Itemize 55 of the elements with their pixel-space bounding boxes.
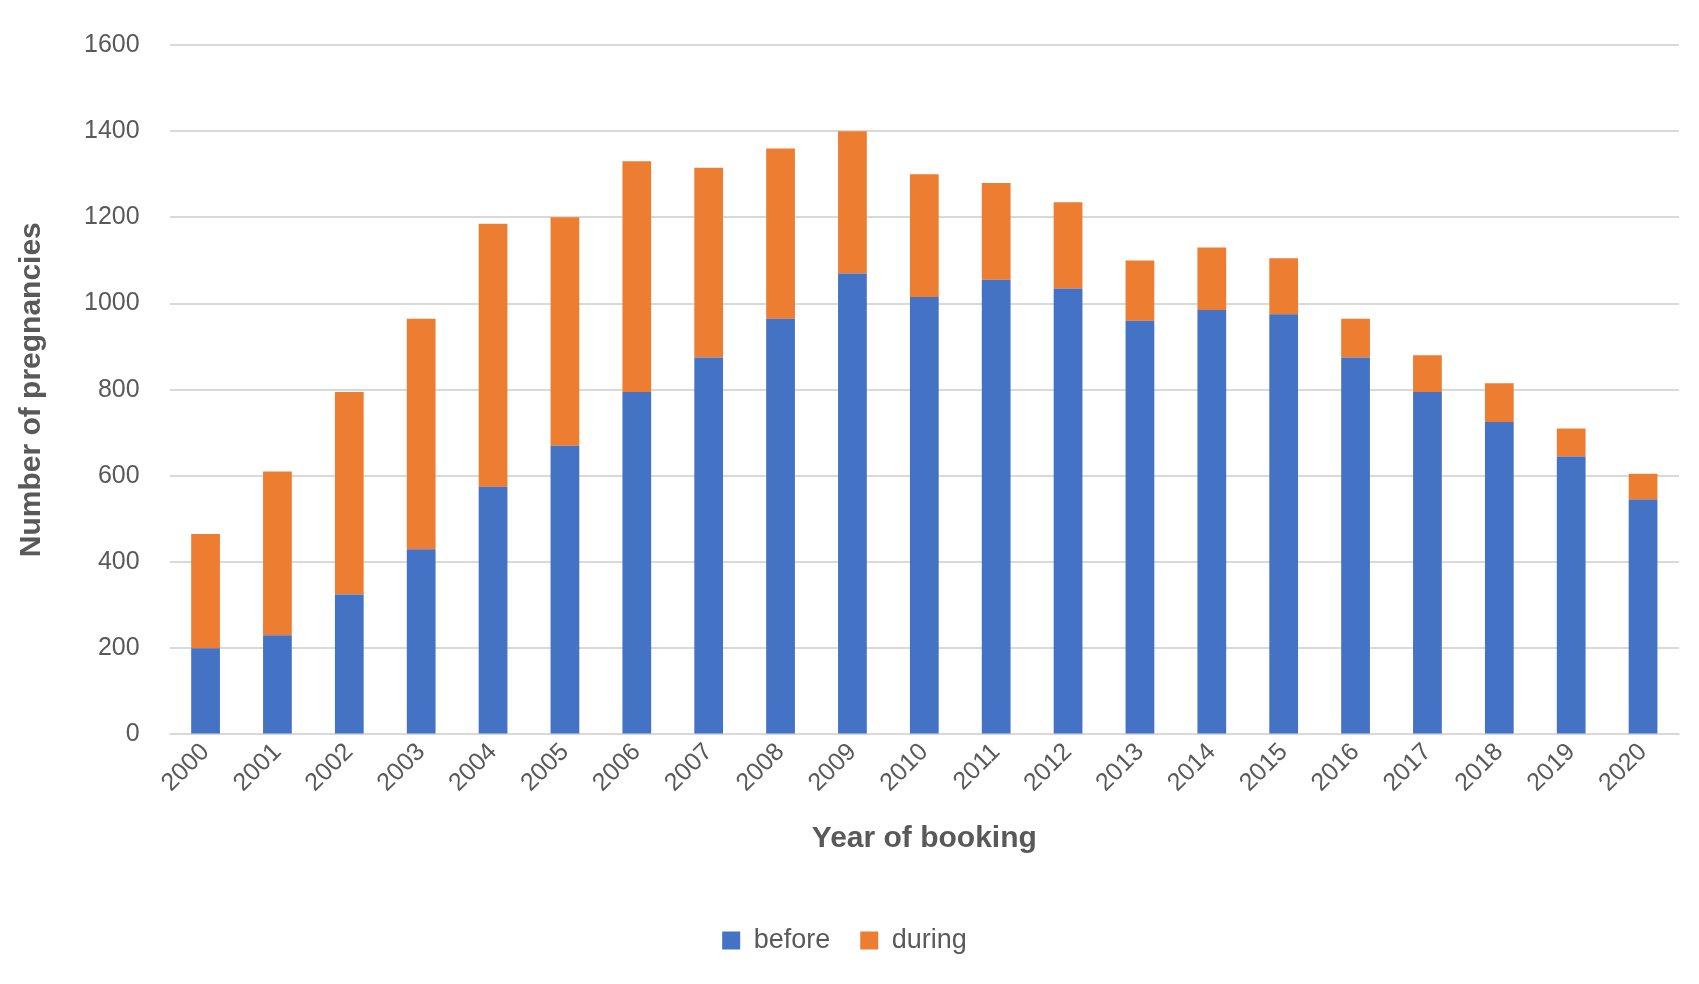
bar [478, 486, 508, 734]
bar [1053, 202, 1083, 289]
bar [838, 131, 867, 274]
bar [191, 534, 220, 649]
y-tick-label: 1600 [83, 28, 140, 57]
bar [622, 391, 652, 734]
bar [694, 357, 724, 734]
bar [1341, 318, 1370, 358]
legend-label: during [891, 923, 967, 954]
bar [1125, 320, 1155, 734]
bar [550, 217, 580, 446]
bar [334, 391, 364, 595]
bar [1197, 247, 1227, 311]
bar [1269, 314, 1299, 734]
bar [1197, 310, 1227, 734]
y-tick-label: 0 [125, 718, 140, 747]
bar [909, 174, 939, 298]
y-axis-title: Number of pregnancies [13, 222, 47, 558]
bar [766, 148, 795, 319]
bar [909, 297, 939, 734]
bar [622, 161, 652, 392]
y-tick-label: 400 [97, 545, 140, 574]
y-tick-label: 1000 [83, 287, 140, 316]
bar [263, 635, 292, 734]
bar [263, 471, 292, 636]
y-tick-label: 800 [97, 373, 140, 402]
bar [406, 549, 436, 734]
bar [1628, 499, 1658, 734]
bar [838, 273, 867, 734]
bar [1413, 391, 1442, 734]
bar [981, 279, 1011, 734]
bar [1484, 422, 1514, 734]
bar [1341, 357, 1370, 734]
bar [1556, 428, 1586, 457]
bar [406, 318, 436, 550]
bar [981, 182, 1011, 280]
bar [1628, 473, 1658, 500]
bar [1053, 288, 1083, 734]
bar [1484, 383, 1514, 423]
bar [334, 594, 364, 734]
bar [478, 223, 508, 487]
x-axis-title: Year of booking [811, 820, 1037, 854]
y-tick-label: 1200 [83, 201, 140, 230]
bar [191, 648, 220, 734]
y-tick-label: 1400 [83, 115, 140, 144]
bar [1269, 258, 1299, 315]
bar [694, 167, 724, 358]
y-tick-label: 200 [97, 632, 140, 661]
legend-label: before [753, 923, 831, 954]
bar [1556, 456, 1586, 734]
bar [550, 445, 580, 734]
y-tick-label: 600 [97, 459, 140, 488]
bar [1125, 260, 1155, 321]
bar [1413, 355, 1442, 392]
bar [766, 318, 795, 734]
